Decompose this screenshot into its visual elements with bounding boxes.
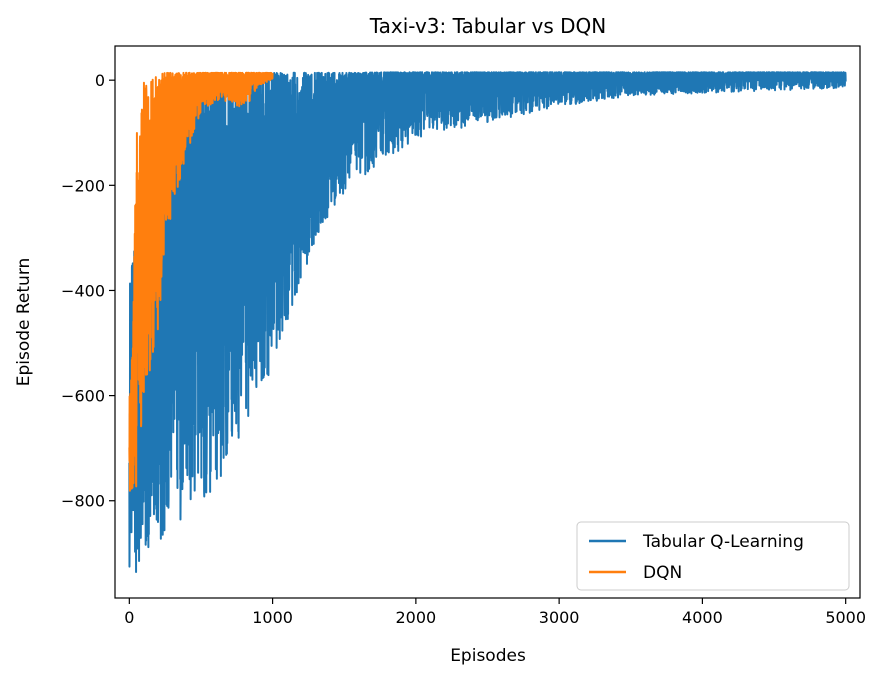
y-axis: 0 −200 −400 −600 −800 [61,71,115,511]
series-layer [128,71,847,574]
series-line-tabular-q-learning [128,71,847,574]
x-tick-label: 4000 [682,608,723,627]
legend-label-tabular: Tabular Q-Learning [642,532,804,552]
y-tick-label: 0 [95,71,105,90]
legend-box [576,521,850,591]
legend-label-dqn: DQN [643,563,682,583]
legend: Tabular Q-Learning DQN [576,521,850,591]
series-line-dqn [128,71,274,492]
x-axis: 0 1000 2000 3000 4000 5000 [124,598,866,627]
x-tick-label: 5000 [825,608,866,627]
y-axis-label: Episode Return [14,258,34,387]
x-tick-label: 3000 [539,608,580,627]
y-tick-label: −200 [61,176,105,195]
plot-frame [114,45,861,599]
y-tick-label: −600 [61,387,105,406]
x-tick-label: 1000 [252,608,293,627]
x-axis-label: Episodes [450,646,526,666]
y-tick-label: −400 [61,281,105,300]
x-tick-label: 2000 [396,608,437,627]
x-tick-label: 0 [124,608,134,627]
y-tick-label: −800 [61,492,105,511]
plot-area [128,71,847,574]
chart-title: Taxi-v3: Tabular vs DQN [369,14,607,38]
